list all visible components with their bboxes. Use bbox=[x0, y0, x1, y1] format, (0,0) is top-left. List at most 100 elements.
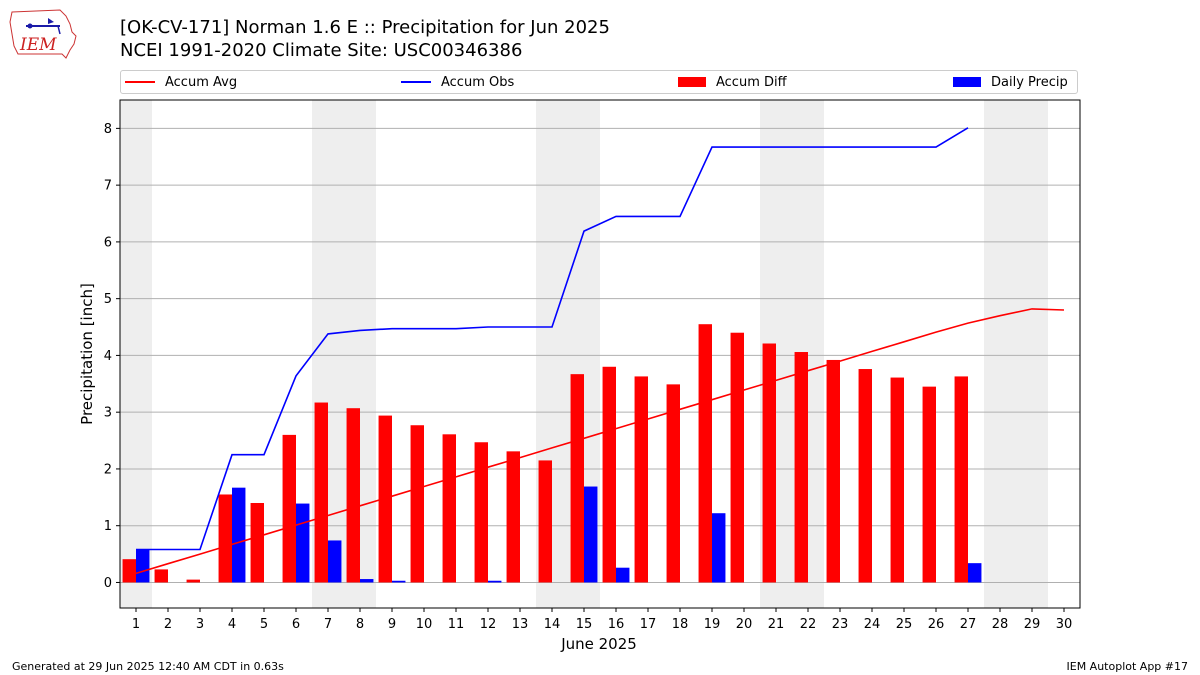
x-tick-label: 3 bbox=[196, 617, 204, 632]
bar-accum-diff bbox=[730, 332, 744, 583]
bar-daily-precip bbox=[968, 563, 982, 583]
weekend-band bbox=[120, 100, 152, 608]
plot-frame bbox=[119, 99, 1081, 609]
y-tick-label: 3 bbox=[104, 406, 112, 421]
bar-daily-precip bbox=[488, 580, 502, 583]
footer-app: IEM Autoplot App #17 bbox=[1066, 660, 1189, 673]
bar-accum-diff bbox=[250, 502, 264, 583]
chart-subtitle: NCEI 1991-2020 Climate Site: USC00346386 bbox=[120, 40, 523, 61]
bar-daily-precip bbox=[616, 567, 630, 583]
y-tick-label: 2 bbox=[104, 462, 112, 477]
x-tick-label: 27 bbox=[960, 617, 977, 632]
x-tick-label: 26 bbox=[928, 617, 945, 632]
legend-swatch bbox=[678, 77, 706, 87]
bar-daily-precip bbox=[296, 503, 310, 583]
x-tick-label: 14 bbox=[544, 617, 561, 632]
bar-accum-diff bbox=[634, 376, 648, 583]
x-tick-label: 19 bbox=[704, 617, 721, 632]
legend-label: Accum Diff bbox=[716, 74, 787, 90]
x-tick-label: 12 bbox=[480, 617, 497, 632]
x-tick-label: 11 bbox=[448, 617, 465, 632]
x-tick-label: 6 bbox=[292, 617, 300, 632]
bar-accum-diff bbox=[346, 408, 360, 583]
iem-logo: IEM bbox=[9, 9, 77, 59]
x-tick-label: 28 bbox=[992, 617, 1009, 632]
bar-daily-precip bbox=[712, 513, 726, 583]
x-tick-label: 18 bbox=[672, 617, 689, 632]
x-tick-label: 23 bbox=[832, 617, 849, 632]
x-tick-label: 4 bbox=[228, 617, 236, 632]
bar-accum-diff bbox=[890, 377, 904, 583]
x-tick-label: 7 bbox=[324, 617, 332, 632]
x-tick-label: 21 bbox=[768, 617, 785, 632]
x-tick-label: 15 bbox=[576, 617, 593, 632]
bar-accum-diff bbox=[602, 366, 616, 583]
bar-accum-diff bbox=[410, 425, 424, 583]
legend-swatch bbox=[125, 81, 155, 83]
x-tick-label: 5 bbox=[260, 617, 268, 632]
x-tick-label: 13 bbox=[512, 617, 529, 632]
x-tick-label: 30 bbox=[1056, 617, 1073, 632]
bar-accum-diff bbox=[858, 369, 872, 583]
legend-item-accum-avg: Accum Avg bbox=[125, 71, 237, 93]
bar-accum-diff bbox=[506, 451, 520, 583]
bar-daily-precip bbox=[232, 487, 246, 583]
bar-accum-diff bbox=[186, 579, 200, 583]
y-tick-label: 7 bbox=[104, 179, 112, 194]
bar-accum-diff bbox=[954, 376, 968, 583]
legend-swatch bbox=[953, 77, 981, 87]
bar-daily-precip bbox=[584, 486, 598, 583]
bar-accum-diff bbox=[122, 559, 136, 583]
y-axis-label: Precipitation [inch] bbox=[78, 283, 96, 425]
legend-swatch bbox=[401, 81, 431, 83]
bar-accum-diff bbox=[666, 384, 680, 583]
bar-accum-diff bbox=[154, 569, 168, 583]
legend-item-daily-precip: Daily Precip bbox=[953, 71, 1068, 93]
bar-daily-precip bbox=[328, 540, 342, 583]
footer-generated: Generated at 29 Jun 2025 12:40 AM CDT in… bbox=[12, 660, 284, 673]
x-tick-label: 2 bbox=[164, 617, 172, 632]
bar-accum-diff bbox=[538, 460, 552, 583]
y-tick-label: 5 bbox=[104, 292, 112, 307]
legend-label: Daily Precip bbox=[991, 74, 1068, 90]
x-tick-label: 20 bbox=[736, 617, 753, 632]
x-tick-label: 29 bbox=[1024, 617, 1041, 632]
x-tick-label: 17 bbox=[640, 617, 657, 632]
y-tick-label: 4 bbox=[104, 349, 112, 364]
line-accum-obs bbox=[136, 127, 969, 551]
x-tick-label: 9 bbox=[388, 617, 396, 632]
bar-daily-precip bbox=[392, 580, 406, 583]
bar-accum-diff bbox=[218, 494, 232, 583]
legend-label: Accum Obs bbox=[441, 74, 515, 90]
chart-title: [OK-CV-171] Norman 1.6 E :: Precipitatio… bbox=[120, 17, 610, 38]
bar-accum-diff bbox=[474, 442, 488, 583]
y-tick-label: 0 bbox=[104, 576, 112, 591]
x-axis-label: June 2025 bbox=[560, 635, 637, 653]
x-tick-label: 1 bbox=[132, 617, 140, 632]
x-tick-label: 24 bbox=[864, 617, 881, 632]
bar-accum-diff bbox=[794, 352, 808, 583]
legend-item-accum-obs: Accum Obs bbox=[401, 71, 514, 93]
legend-label: Accum Avg bbox=[165, 74, 238, 90]
bar-accum-diff bbox=[442, 434, 456, 583]
logo-text: IEM bbox=[19, 35, 57, 55]
y-tick-label: 1 bbox=[104, 519, 112, 534]
bar-accum-diff bbox=[570, 374, 584, 583]
bar-accum-diff bbox=[922, 386, 936, 583]
bar-daily-precip bbox=[360, 579, 374, 583]
bar-accum-diff bbox=[698, 324, 712, 583]
bar-accum-diff bbox=[826, 359, 840, 583]
bar-accum-diff bbox=[282, 434, 296, 583]
x-tick-label: 8 bbox=[356, 617, 364, 632]
bar-daily-precip bbox=[136, 549, 150, 583]
weekend-band bbox=[1016, 100, 1048, 608]
bar-accum-diff bbox=[314, 402, 328, 583]
x-tick-label: 10 bbox=[416, 617, 433, 632]
x-tick-label: 22 bbox=[800, 617, 817, 632]
y-tick-label: 8 bbox=[104, 122, 112, 137]
x-tick-label: 25 bbox=[896, 617, 913, 632]
weekend-band bbox=[984, 100, 1016, 608]
x-tick-label: 16 bbox=[608, 617, 625, 632]
line-accum-avg bbox=[135, 308, 1065, 575]
